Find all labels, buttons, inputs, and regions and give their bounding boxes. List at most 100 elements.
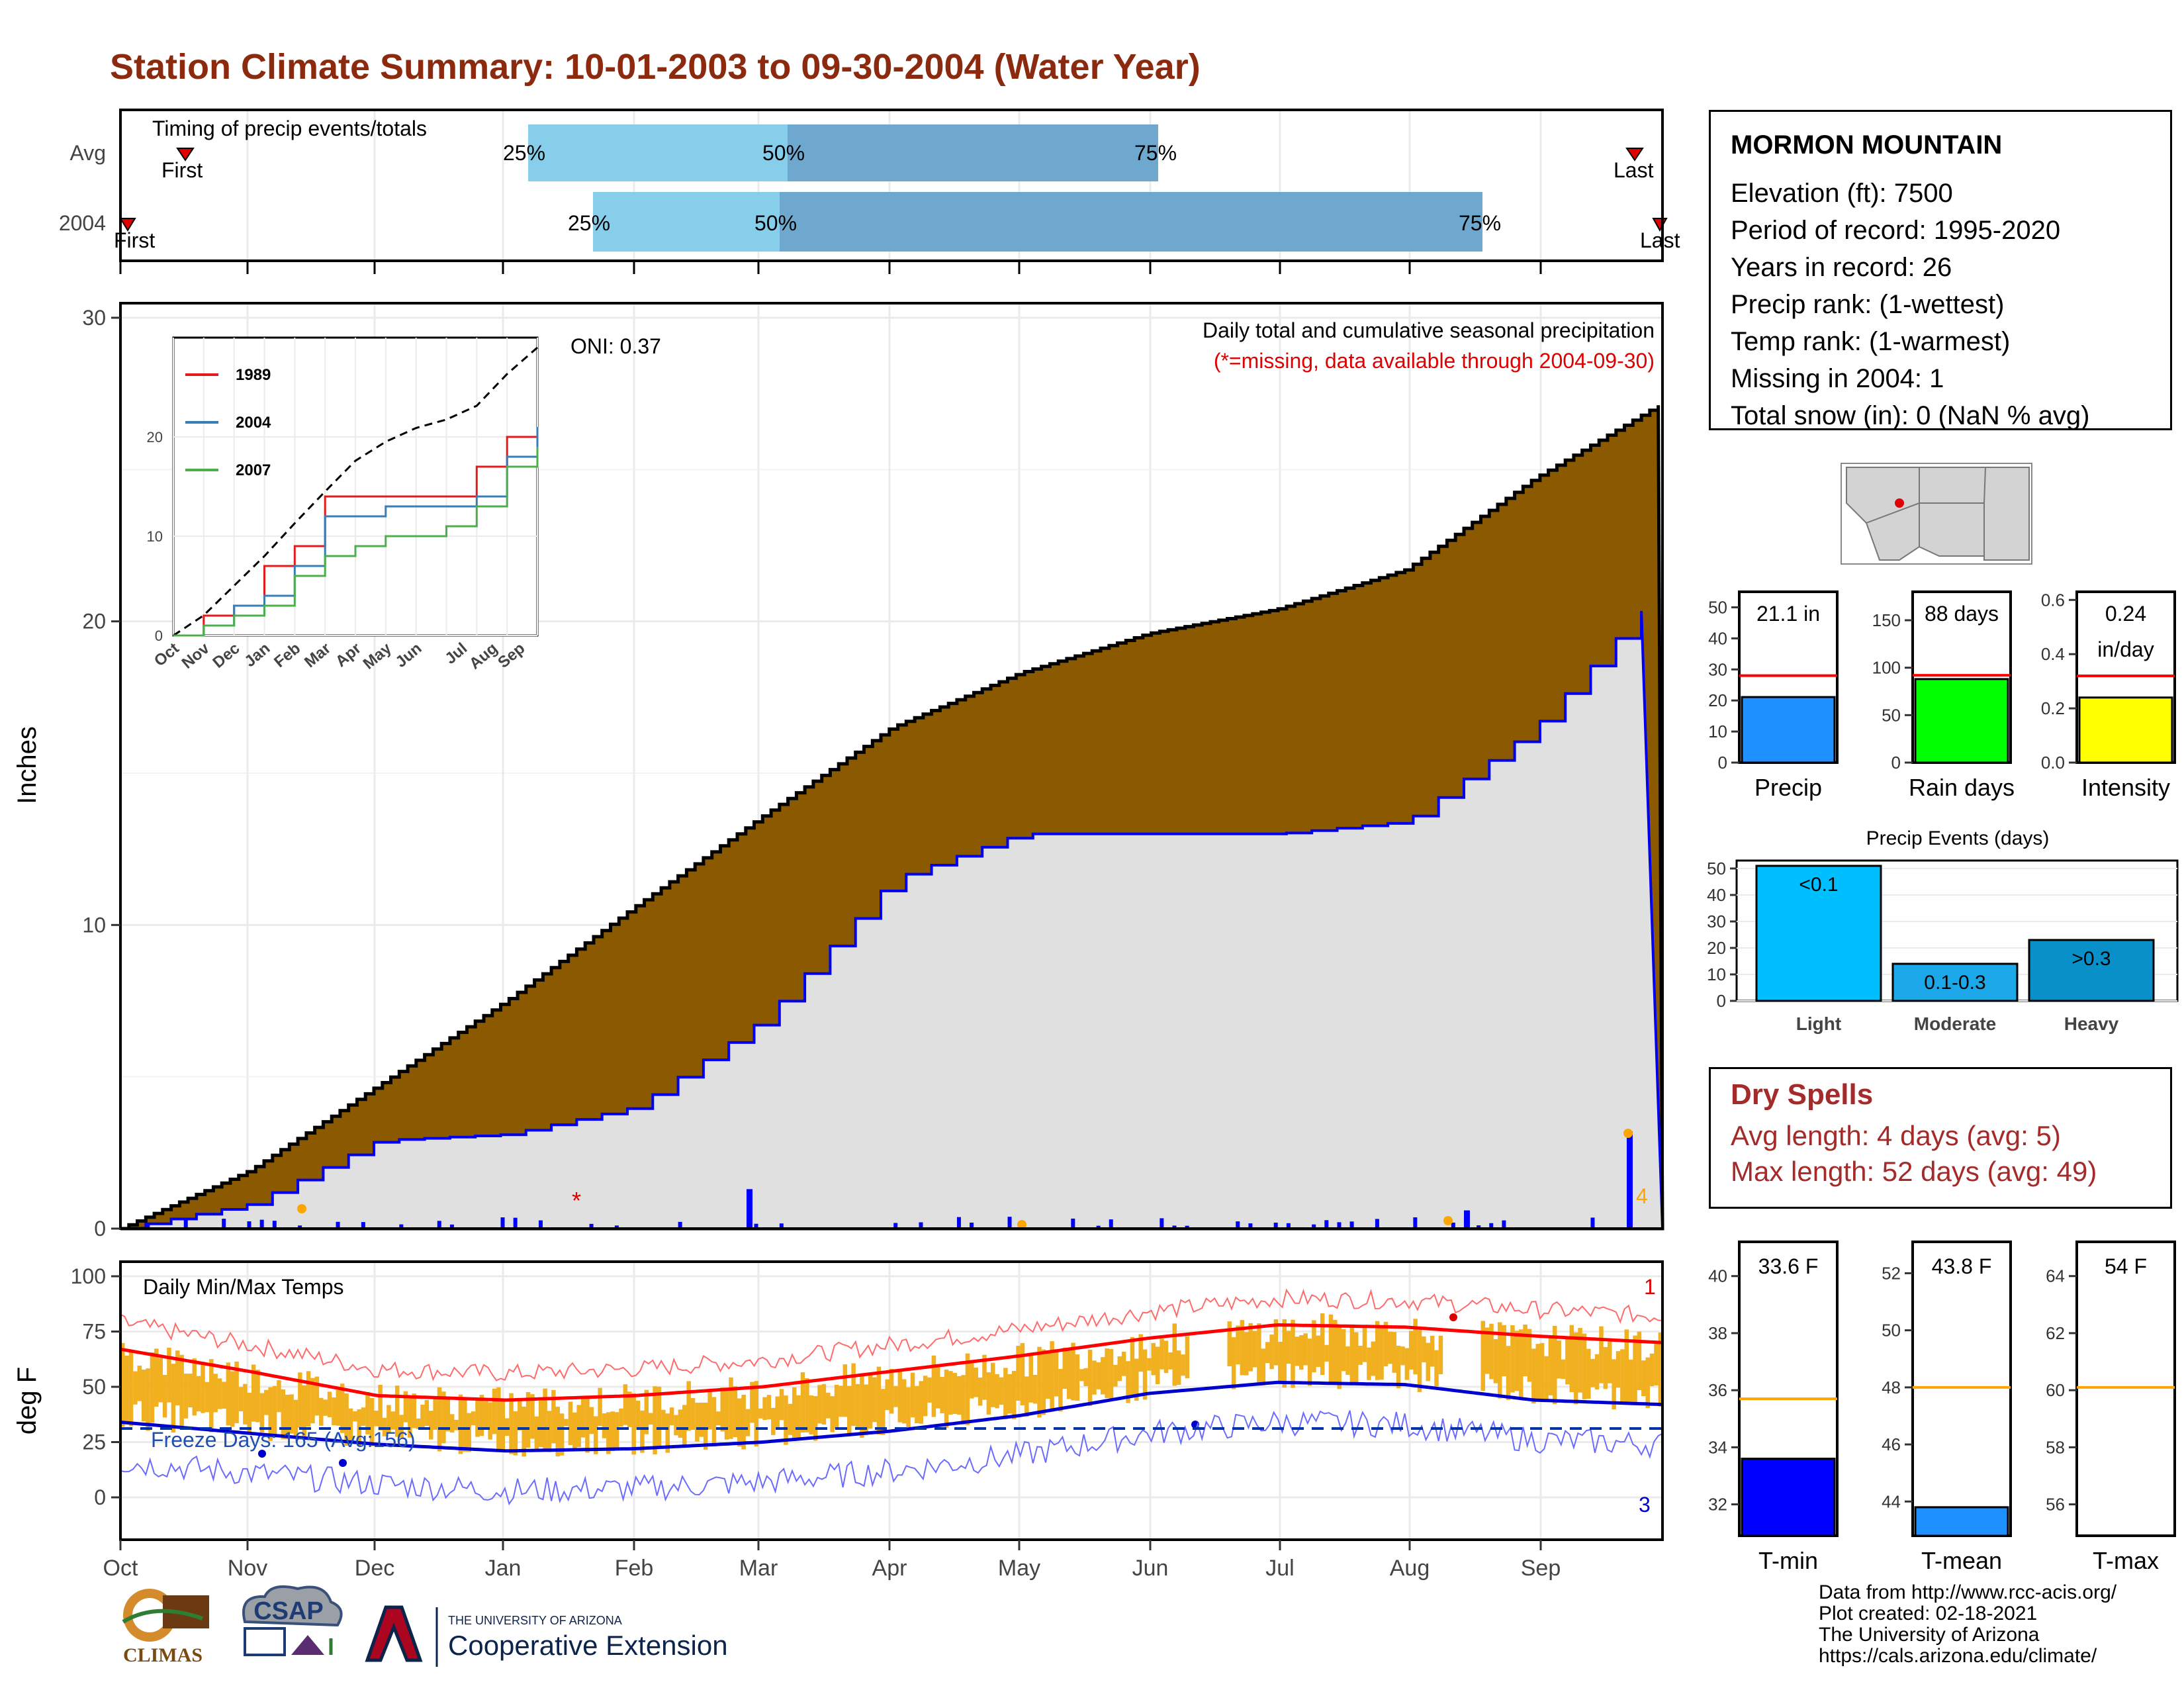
events-ytick: 20 bbox=[1707, 938, 1726, 958]
timing-avg-25: 25% bbox=[503, 141, 545, 165]
temp-daily-bar bbox=[796, 1395, 801, 1438]
temp-daily-bar bbox=[1079, 1369, 1084, 1382]
temp-daily-bar bbox=[606, 1412, 611, 1454]
events-xtick: Light bbox=[1796, 1013, 1841, 1034]
precip-daily-bar bbox=[146, 1223, 150, 1229]
precip-daily-bar bbox=[1312, 1224, 1316, 1229]
station-temp-rank: Temp rank: (1-warmest) bbox=[1731, 327, 2011, 356]
timing-avg-first: First bbox=[161, 158, 203, 182]
precip-ytick: 20 bbox=[1708, 690, 1727, 710]
temp-daily-bar bbox=[948, 1371, 953, 1415]
temp-daily-bar bbox=[247, 1393, 252, 1435]
temp-daily-bar bbox=[872, 1377, 877, 1423]
temp-daily-bar bbox=[1544, 1356, 1549, 1400]
dry-spells-max: Max length: 52 days (avg: 49) bbox=[1731, 1156, 2097, 1187]
temp-daily-bar bbox=[1087, 1349, 1093, 1407]
temp-daily-bar bbox=[1417, 1330, 1422, 1392]
temp-daily-bar bbox=[784, 1395, 788, 1445]
temp-daily-bar bbox=[1426, 1342, 1431, 1382]
precip-daily-bar bbox=[1109, 1219, 1113, 1229]
credit-url: https://cals.arizona.edu/climate/ bbox=[1819, 1645, 2097, 1667]
temp-daily-bar bbox=[842, 1364, 848, 1417]
temp-daily-bar bbox=[598, 1387, 602, 1427]
month-tick: Jun bbox=[1132, 1556, 1169, 1581]
rain-days-value-label: 88 days bbox=[1925, 602, 1999, 626]
station-info-box: MORMON MOUNTAIN Elevation (ft): 7500 Per… bbox=[1709, 110, 2172, 430]
temp-daily-bar bbox=[846, 1385, 852, 1437]
inset-xtick: May bbox=[360, 639, 396, 673]
events-bar bbox=[1891, 962, 2019, 1002]
temp-daily-bar bbox=[1007, 1374, 1013, 1414]
precip-event-marker bbox=[1017, 1220, 1026, 1229]
precip-event-marker bbox=[297, 1204, 306, 1213]
precip-y-axis: 0 10 20 30 bbox=[82, 306, 120, 1241]
temp-title: Daily Min/Max Temps bbox=[143, 1275, 343, 1299]
temp-avg-min-line bbox=[120, 1380, 1663, 1453]
temp-daily-bar bbox=[179, 1354, 184, 1430]
temp-daily-bar bbox=[217, 1378, 222, 1409]
intensity-unit: in/day bbox=[2097, 637, 2154, 661]
timing-2004-25: 25% bbox=[568, 211, 610, 235]
inset-xtick: Feb bbox=[271, 639, 304, 671]
temp-daily-bar bbox=[1299, 1335, 1304, 1370]
precip-event-marker bbox=[1623, 1129, 1633, 1138]
temp-daily-bar bbox=[1565, 1336, 1570, 1385]
temp-ytick: 75 bbox=[82, 1320, 106, 1344]
precip-2004-area bbox=[120, 610, 1664, 1230]
temp-count-top: 1 bbox=[1644, 1275, 1656, 1299]
precip-daily-bar bbox=[1489, 1223, 1494, 1229]
temp-daily-bar bbox=[564, 1419, 569, 1427]
temp-daily-bar bbox=[387, 1405, 391, 1434]
missing-marker: * bbox=[572, 1187, 581, 1214]
temp-daily-bar bbox=[285, 1394, 290, 1440]
precip-daily-bar bbox=[247, 1221, 251, 1229]
temp-daily-bar bbox=[678, 1409, 683, 1438]
precip-daily-bar bbox=[1286, 1223, 1291, 1229]
temp-daily-bar bbox=[1328, 1314, 1334, 1383]
temp-daily-bar bbox=[259, 1393, 265, 1432]
climas-logo: CLIMAS bbox=[122, 1589, 209, 1666]
precip-event-marker bbox=[1443, 1216, 1453, 1225]
temp-daily-bar bbox=[344, 1393, 349, 1446]
temp-daily-bar bbox=[1489, 1323, 1494, 1380]
tmean-label: T-mean bbox=[1921, 1547, 2002, 1574]
dry-spells-avg: Avg length: 4 days (avg: 5) bbox=[1731, 1120, 2061, 1151]
temp-daily-bar bbox=[1392, 1332, 1396, 1373]
timing-2004-first-marker bbox=[119, 218, 136, 232]
temp-daily-bar bbox=[306, 1371, 311, 1427]
temp-daily-bar bbox=[674, 1415, 678, 1436]
temp-daily-bar bbox=[1341, 1329, 1346, 1372]
temp-daily-bar bbox=[1434, 1350, 1439, 1387]
temp-daily-bar bbox=[762, 1397, 767, 1421]
temp-daily-bar bbox=[1269, 1335, 1274, 1370]
tmean-value-label: 43.8 F bbox=[1932, 1254, 1992, 1278]
temp-ytick: 50 bbox=[82, 1375, 106, 1399]
tmean-ytick: 50 bbox=[1882, 1321, 1901, 1340]
precip-value-label: 21.1 in bbox=[1756, 602, 1820, 626]
temp-daily-bar bbox=[251, 1364, 256, 1422]
temp-daily-bar bbox=[559, 1413, 565, 1456]
temp-daily-bar bbox=[978, 1378, 983, 1406]
precip-label2: (*=missing, data available through 2004-… bbox=[1214, 349, 1655, 373]
temp-daily-bar bbox=[238, 1387, 244, 1412]
temp-daily-bar bbox=[188, 1374, 193, 1408]
temp-daily-bar bbox=[897, 1370, 903, 1423]
temp-daily-bar bbox=[209, 1359, 214, 1432]
timing-avg-first-marker bbox=[176, 148, 195, 162]
temp-daily-bar bbox=[1282, 1319, 1287, 1388]
precip-daily-bar bbox=[1096, 1225, 1101, 1229]
rain-days-bar bbox=[1914, 678, 2009, 764]
temp-daily-bar bbox=[745, 1409, 751, 1436]
precip-daily-bar bbox=[678, 1221, 682, 1229]
events-xtick: Heavy bbox=[2064, 1013, 2119, 1034]
temp-ytick: 25 bbox=[82, 1430, 106, 1454]
events-bar bbox=[1755, 865, 1882, 1002]
temp-daily-bar bbox=[340, 1383, 345, 1433]
temp-daily-bar bbox=[1130, 1336, 1135, 1395]
temp-daily-bar bbox=[788, 1403, 793, 1435]
timing-row-2004: 2004 bbox=[59, 211, 106, 235]
temp-daily-bar bbox=[885, 1379, 889, 1411]
temp-daily-bar bbox=[534, 1416, 539, 1450]
temp-daily-bar bbox=[1291, 1319, 1295, 1388]
temp-daily-bar bbox=[1573, 1332, 1578, 1405]
